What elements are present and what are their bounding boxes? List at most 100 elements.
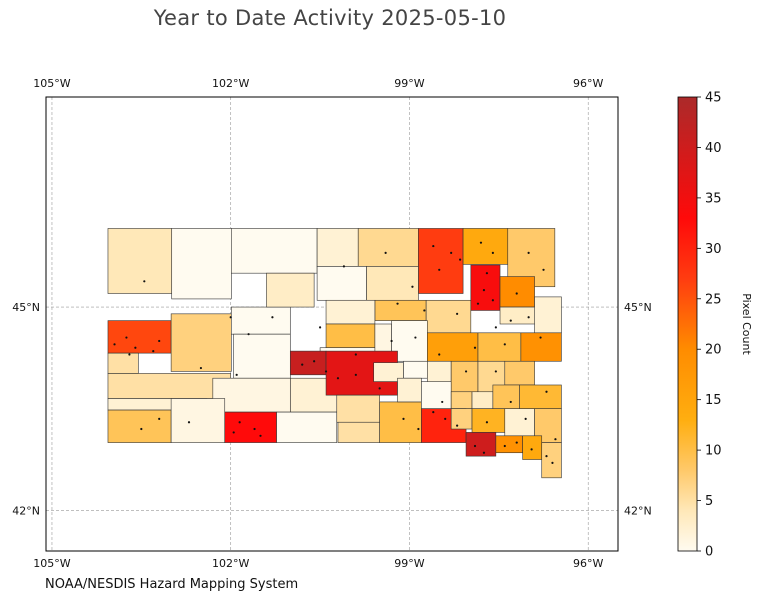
lon-label-bottom: 105°W xyxy=(33,557,70,570)
county-polygons xyxy=(107,228,562,479)
county-mcpherson xyxy=(357,228,419,267)
county-yankton xyxy=(495,435,523,454)
county-dewey xyxy=(266,272,315,308)
county-perkins xyxy=(171,228,232,300)
fire-point xyxy=(494,370,497,373)
coordinate-labels: 105°W 105°W 102°W 102°W 99°W 99°W 96°W 96°W 45°N… xyxy=(12,77,651,570)
county-faulk xyxy=(374,299,427,321)
county-jerauld xyxy=(403,360,428,379)
fire-point xyxy=(143,280,146,283)
fire-point xyxy=(152,350,155,353)
colorbar-tick-label: 35 xyxy=(705,191,722,206)
county-union xyxy=(541,442,562,479)
county-corson xyxy=(231,228,318,274)
fire-point xyxy=(503,444,506,448)
lat-label-left: 42°N xyxy=(12,504,40,517)
fire-point xyxy=(491,299,494,302)
colorbar-tick-label: 25 xyxy=(705,292,722,307)
fire-point xyxy=(235,373,238,376)
colorbar: 0 5 10 15 20 25 30 35 40 45 Pixel Count xyxy=(677,91,753,560)
fire-point xyxy=(396,302,399,305)
county-brule xyxy=(397,377,422,403)
lon-label-top: 99°W xyxy=(394,77,424,90)
lon-label-top: 105°W xyxy=(33,77,70,90)
fire-point xyxy=(158,339,161,343)
fire-point xyxy=(342,265,346,268)
colorbar-tick-label: 5 xyxy=(705,494,713,509)
colorbar-ticks: 0 5 10 15 20 25 30 35 40 45 xyxy=(697,91,722,560)
fire-point xyxy=(456,424,459,427)
fire-point xyxy=(271,316,274,319)
fire-point xyxy=(524,417,527,420)
fire-point xyxy=(542,268,545,271)
fire-point xyxy=(473,444,477,448)
fire-point xyxy=(336,377,340,380)
colorbar-gradient xyxy=(677,96,698,552)
county-ziebach xyxy=(231,306,291,335)
fire-point xyxy=(324,370,328,373)
fire-point xyxy=(417,427,420,431)
county-potter xyxy=(325,299,376,325)
county-mccook xyxy=(492,384,520,410)
county-douglas xyxy=(450,408,473,430)
county-hutchinson xyxy=(471,408,506,433)
county-marshall xyxy=(462,228,509,265)
county-davison xyxy=(450,391,473,410)
county-edmunds xyxy=(366,266,419,301)
credit-text: NOAA/NESDIS Hazard Mapping System xyxy=(45,577,299,592)
fire-point xyxy=(485,421,489,424)
county-beadle xyxy=(427,332,479,362)
fire-point xyxy=(509,319,512,322)
colorbar-tick-label: 20 xyxy=(705,343,722,358)
lat-label-right: 45°N xyxy=(624,301,652,314)
fire-point xyxy=(527,251,530,254)
county-gregory xyxy=(379,401,422,443)
lon-label-bottom: 102°W xyxy=(212,557,249,570)
fire-point xyxy=(444,417,447,420)
fire-point xyxy=(125,336,128,339)
fire-point xyxy=(402,417,405,420)
lon-label-bottom: 96°W xyxy=(573,557,603,570)
fire-point xyxy=(539,336,542,339)
county-bennett xyxy=(224,411,277,443)
county-turner xyxy=(504,408,535,437)
colorbar-tick-label: 15 xyxy=(705,393,722,408)
colorbar-label: Pixel Count xyxy=(740,293,753,355)
fire-point xyxy=(113,343,116,346)
fire-point xyxy=(441,400,444,404)
fire-point xyxy=(199,366,203,370)
county-bon-homme xyxy=(465,432,497,457)
county-haakon xyxy=(233,333,291,379)
fire-point xyxy=(545,390,548,393)
fire-point xyxy=(491,251,494,254)
fire-point xyxy=(530,448,533,451)
fire-detections xyxy=(113,241,557,465)
fire-point xyxy=(247,333,250,336)
county-mellette xyxy=(336,394,380,423)
county-walworth xyxy=(316,266,367,301)
county-todd xyxy=(276,411,338,443)
county-butte xyxy=(107,320,172,354)
fire-point xyxy=(128,353,131,356)
fire-point xyxy=(438,353,441,356)
fire-point xyxy=(229,316,232,319)
fire-point xyxy=(459,258,462,261)
county-kingsbury xyxy=(477,332,522,362)
fire-point xyxy=(354,373,357,376)
lon-label-top: 102°W xyxy=(212,77,249,90)
colorbar-tick-label: 0 xyxy=(705,545,713,560)
colorbar-tick-label: 30 xyxy=(705,242,722,257)
lat-label-right: 42°N xyxy=(624,504,652,517)
fire-point xyxy=(545,455,548,458)
fire-point xyxy=(354,353,357,356)
county-codington xyxy=(499,306,537,325)
fire-point xyxy=(482,289,486,292)
colorbar-tick-label: 40 xyxy=(705,141,722,156)
lon-label-top: 96°W xyxy=(573,77,603,90)
county-moody xyxy=(504,360,535,386)
county-meade xyxy=(170,313,232,372)
county-minnehaha xyxy=(519,384,562,410)
county-sully xyxy=(325,323,376,349)
county-shannon xyxy=(170,398,226,443)
